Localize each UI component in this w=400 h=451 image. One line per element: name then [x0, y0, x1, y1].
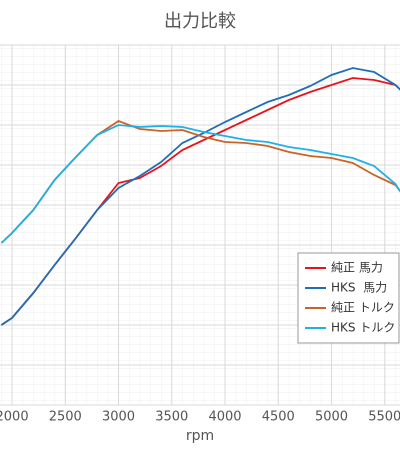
chart-title: 出力比較: [164, 11, 236, 32]
x-tick-label: 2500: [49, 410, 82, 425]
x-tick-label: 3500: [155, 410, 188, 425]
series-line: [0, 124, 400, 244]
legend-label: 純正 トルク: [331, 301, 395, 315]
x-tick-label: 4000: [208, 410, 241, 425]
legend-label: HKS トルク: [331, 321, 395, 335]
legend-label: HKS 馬力: [331, 281, 387, 295]
legend-label: 純正 馬力: [331, 261, 383, 275]
lines: [0, 67, 400, 326]
x-tick-label: 4500: [262, 410, 295, 425]
x-tick-label: 5500: [368, 410, 400, 425]
x-tick-label: 5000: [315, 410, 348, 425]
minor-grid: [0, 45, 400, 405]
x-axis-label: rpm: [186, 428, 214, 444]
x-tick-label: 2000: [0, 410, 29, 425]
series-line: [0, 67, 400, 326]
x-tick-label: 3000: [102, 410, 135, 425]
